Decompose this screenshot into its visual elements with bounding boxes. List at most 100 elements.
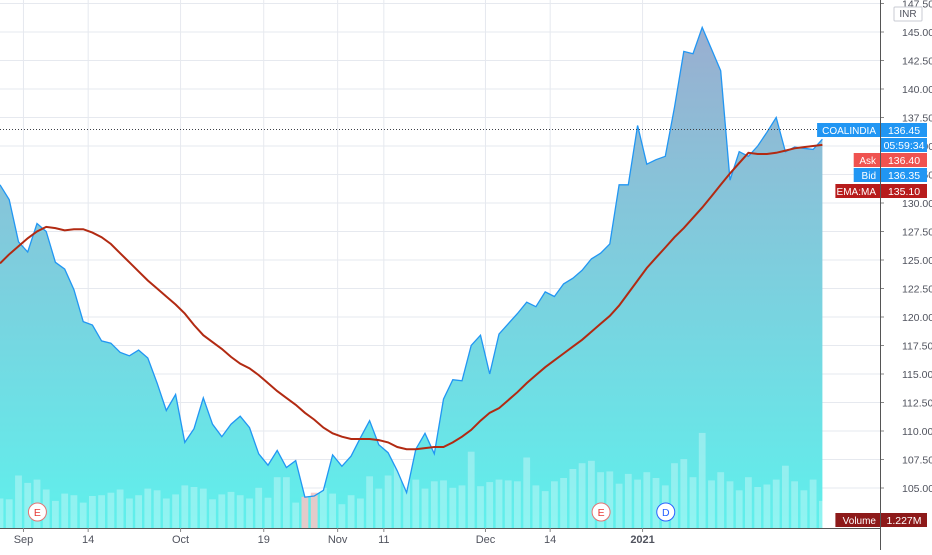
price-label-time: 05:59:34 — [881, 138, 927, 152]
event-circle — [656, 502, 676, 522]
volume-bar — [624, 473, 632, 528]
volume-bar — [172, 494, 179, 528]
volume-bar — [745, 477, 752, 528]
event-marker-e[interactable]: E — [27, 502, 47, 522]
price-label-name-bg — [853, 168, 880, 182]
price-label-value: 05:59:34 — [884, 140, 925, 152]
volume-bar — [403, 474, 410, 528]
price-label-value-bg — [881, 184, 927, 198]
price-area-fill — [0, 27, 823, 528]
price-label-value-bg — [881, 513, 927, 527]
volume-bar — [126, 498, 133, 528]
price-label-value: 136.35 — [888, 170, 920, 182]
price-tick-label: 105.00 — [902, 483, 932, 495]
price-tick-label: 110.00 — [902, 426, 932, 438]
price-label-name: EMA:MA — [837, 187, 877, 198]
volume-bar — [523, 457, 531, 528]
volume-bar — [698, 432, 706, 528]
price-label-name-bg — [835, 184, 880, 198]
volume-bar — [412, 479, 420, 528]
price-label-value-bg — [881, 168, 927, 182]
time-tick-label: 11 — [378, 534, 389, 546]
event-label: E — [598, 507, 605, 519]
volume-bar — [560, 478, 567, 528]
price-label-name-bg — [817, 123, 880, 137]
volume-bar — [458, 485, 466, 528]
volume-bar — [375, 488, 383, 528]
volume-bar — [153, 490, 161, 528]
volume-bar — [671, 463, 678, 528]
volume-bar — [541, 491, 549, 528]
volume-bar — [708, 480, 715, 528]
price-label-value: 136.40 — [888, 155, 920, 167]
plot-area — [0, 25, 826, 528]
event-label: E — [34, 507, 41, 519]
volume-bar — [634, 479, 641, 528]
price-label-coalindia: COALINDIA 136.45 — [817, 123, 927, 137]
volume-bar — [440, 480, 447, 528]
price-tick-label: 130.00 — [902, 198, 932, 210]
volume-bar — [190, 487, 198, 528]
volume-bar — [486, 482, 494, 528]
price-label-ema-ma: EMA:MA 135.10 — [835, 184, 927, 198]
price-tick-label: 127.50 — [902, 227, 932, 239]
volume-bar — [421, 488, 429, 528]
ema-line — [0, 143, 823, 451]
price-label-name-bg — [853, 153, 880, 167]
volume-bar — [652, 478, 660, 528]
time-tick-label: Sep — [14, 534, 34, 546]
volume-bar — [61, 493, 69, 528]
volume-bar — [791, 481, 798, 528]
volume-bar — [449, 487, 457, 528]
event-marker-d[interactable]: D — [656, 502, 676, 522]
volume-bar — [754, 487, 762, 528]
volume-bar — [310, 492, 318, 528]
volume-bar — [782, 465, 789, 528]
volume-bar — [70, 495, 78, 528]
price-tick-label: 137.50 — [902, 113, 932, 125]
price-tick-label: 147.50 — [902, 0, 932, 11]
volume-bar — [255, 487, 263, 528]
volume-bar — [135, 495, 142, 528]
volume-bar — [809, 479, 817, 528]
price-label-name-bg — [835, 513, 880, 527]
volume-bar — [384, 475, 392, 528]
price-tick-label: 140.00 — [902, 84, 932, 96]
price-tick-label: 117.50 — [902, 341, 932, 353]
price-label-name: Ask — [859, 156, 877, 167]
volume-bar — [347, 495, 355, 528]
volume-bar — [162, 498, 170, 528]
event-circle — [591, 502, 611, 522]
volume-bar — [181, 485, 189, 528]
volume-bar — [227, 491, 235, 528]
price-tick-label: 145.00 — [902, 27, 932, 39]
volume-bar — [301, 496, 309, 528]
volume-bar — [551, 481, 558, 528]
price-tick-label: 115.00 — [902, 369, 932, 381]
volume-bar — [366, 476, 373, 528]
price-tick-label: 142.50 — [902, 56, 932, 68]
price-label-value: 135.10 — [888, 186, 920, 198]
price-label-value: 1.227M — [886, 515, 921, 527]
price-label-volume: Volume 1.227M — [835, 513, 927, 527]
volume-bar — [89, 496, 96, 528]
price-label-value-bg — [881, 153, 927, 167]
volume-bar — [772, 479, 780, 528]
volume-bar — [819, 500, 826, 528]
currency-box — [893, 6, 923, 22]
volume-bar — [320, 487, 327, 528]
volume-bar — [578, 463, 586, 528]
price-line — [0, 25, 823, 498]
time-tick-label: 19 — [258, 534, 270, 546]
volume-bar — [199, 488, 207, 528]
price-label-bid: Bid 136.35 — [853, 168, 927, 182]
volume-bar — [236, 495, 244, 528]
volume-bar — [477, 486, 484, 528]
event-marker-e[interactable]: E — [591, 502, 611, 522]
volume-bar — [107, 492, 115, 528]
time-tick-label: Nov — [328, 534, 348, 546]
volume-bar — [116, 489, 124, 528]
